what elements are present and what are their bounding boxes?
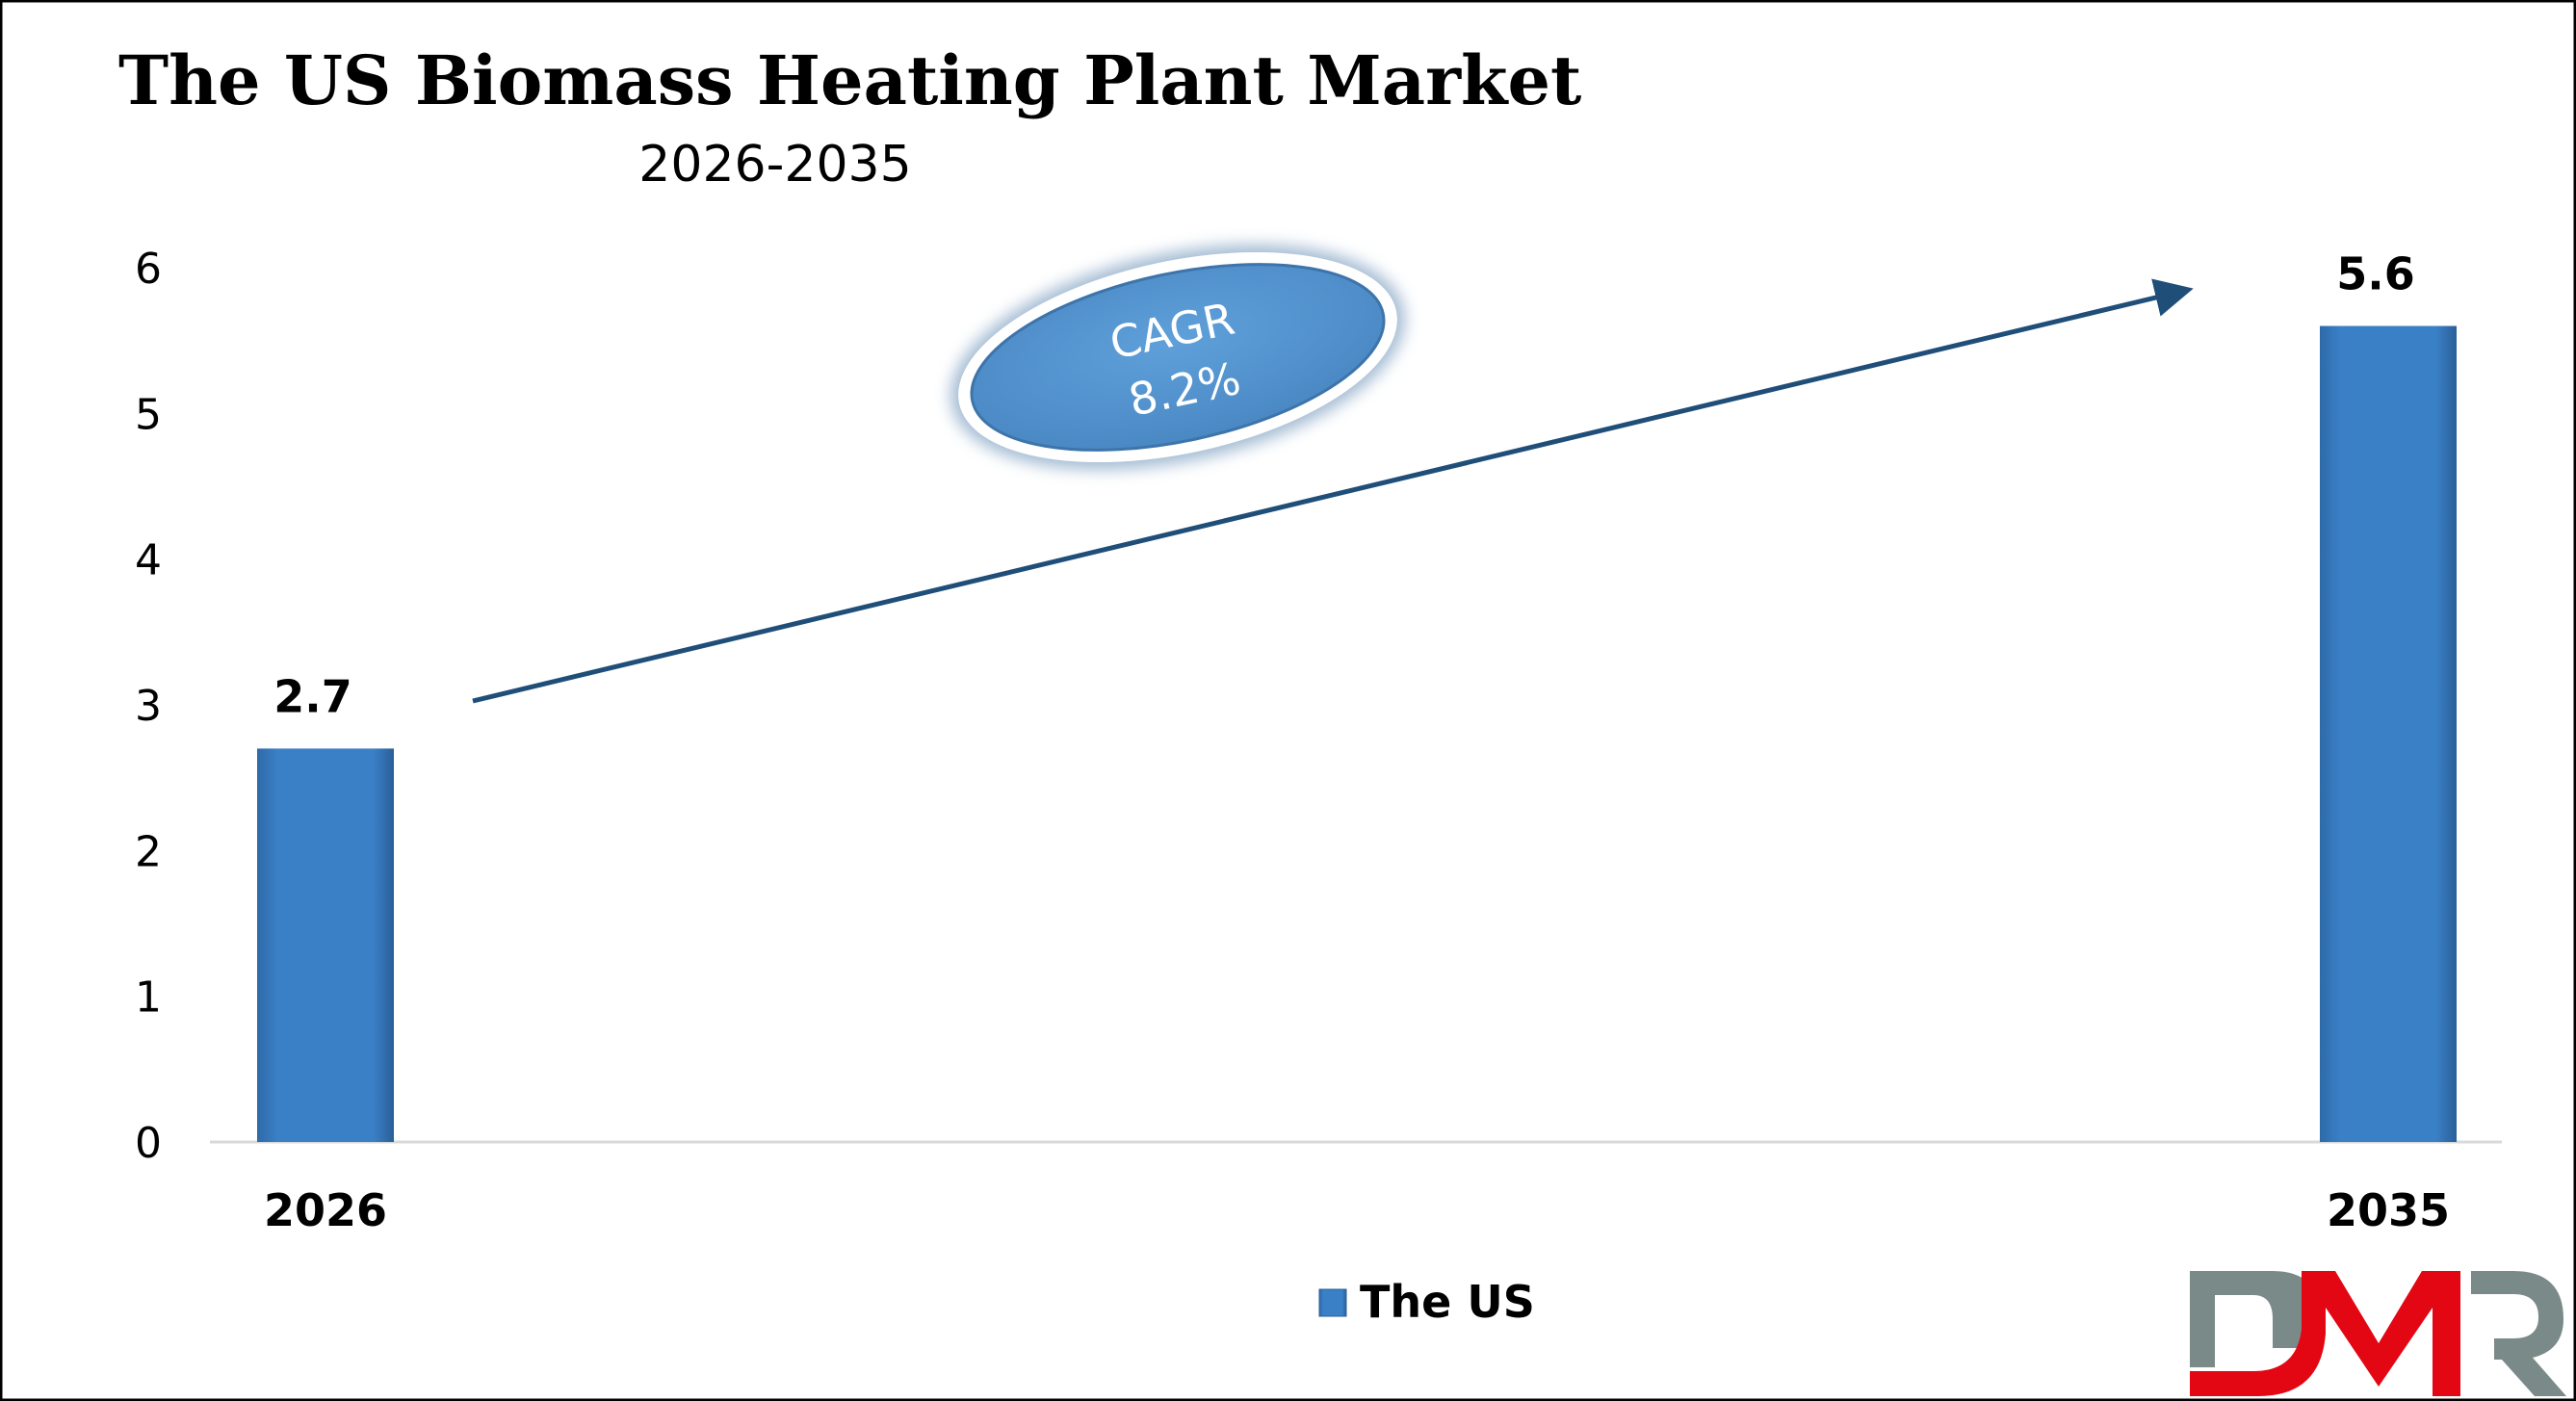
legend-swatch	[1318, 1288, 1347, 1317]
cagr-ellipse: CAGR 8.2%	[950, 245, 1405, 470]
y-tick-label: 5	[135, 390, 162, 439]
dmr-logo	[2190, 1271, 2566, 1396]
growth-arrow	[472, 278, 2194, 704]
legend-label: The US	[1360, 1276, 1535, 1328]
y-tick-label: 4	[135, 536, 162, 585]
y-tick-label: 0	[135, 1119, 162, 1168]
x-tick-label: 2035	[2327, 1184, 2450, 1236]
chart-title: The US Biomass Heating Plant Market	[118, 40, 1581, 120]
data-label: 5.6	[2336, 248, 2415, 300]
y-tick-label: 6	[135, 245, 162, 294]
legend: The US	[1318, 1276, 1535, 1328]
chart-subtitle: 2026-2035	[638, 136, 911, 194]
y-tick-label: 1	[135, 973, 162, 1023]
data-label: 2.7	[273, 670, 352, 722]
bar-2026	[257, 748, 394, 1142]
y-tick-label: 3	[135, 682, 162, 731]
x-tick-label: 2026	[264, 1184, 387, 1236]
y-axis-ticks: 0 1 2 3 4 5 6	[135, 245, 162, 1168]
bar-2035	[2320, 325, 2457, 1142]
y-tick-label: 2	[135, 827, 162, 876]
bars: 2.7 2026 5.6 2035	[257, 248, 2457, 1236]
